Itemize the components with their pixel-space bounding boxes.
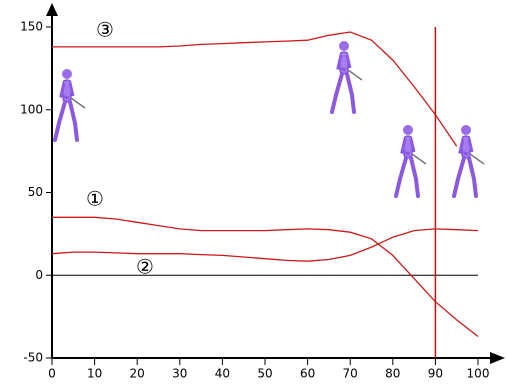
- x-tick-label: 80: [385, 367, 400, 381]
- y-tick-label: 0: [35, 268, 43, 282]
- y-tick-label: 100: [20, 102, 43, 116]
- x-axis-arrow: [490, 352, 505, 364]
- x-tick-label: 30: [172, 367, 187, 381]
- series-line: [52, 229, 478, 261]
- series-line: [52, 217, 478, 336]
- x-tick-label: 10: [87, 367, 102, 381]
- golfer-figure: [55, 69, 85, 140]
- x-tick-label: 60: [300, 367, 315, 381]
- x-tick-label: 100: [467, 367, 490, 381]
- y-tick-label: 50: [28, 185, 43, 199]
- y-axis-arrow: [46, 3, 58, 16]
- golfer-figure: [454, 125, 484, 196]
- x-tick-label: 40: [215, 367, 230, 381]
- x-tick-label: 50: [257, 367, 272, 381]
- x-tick-label: 20: [130, 367, 145, 381]
- x-tick-label: 90: [428, 367, 443, 381]
- chart: -50 0 50 100 150 0 10 20 30 40 50 60 70 80 90 100 ③ ① ②: [0, 0, 507, 390]
- x-tick-label: 0: [48, 367, 56, 381]
- series-line: [52, 32, 457, 146]
- x-tick-label: 70: [343, 367, 358, 381]
- y-tick-label: 150: [20, 20, 43, 34]
- series-label: ②: [136, 255, 154, 279]
- y-tick-label: -50: [23, 351, 43, 365]
- series-label: ③: [96, 18, 114, 42]
- series-label: ①: [86, 187, 104, 211]
- golfer-figure: [396, 125, 426, 196]
- golfer-figure: [332, 41, 362, 112]
